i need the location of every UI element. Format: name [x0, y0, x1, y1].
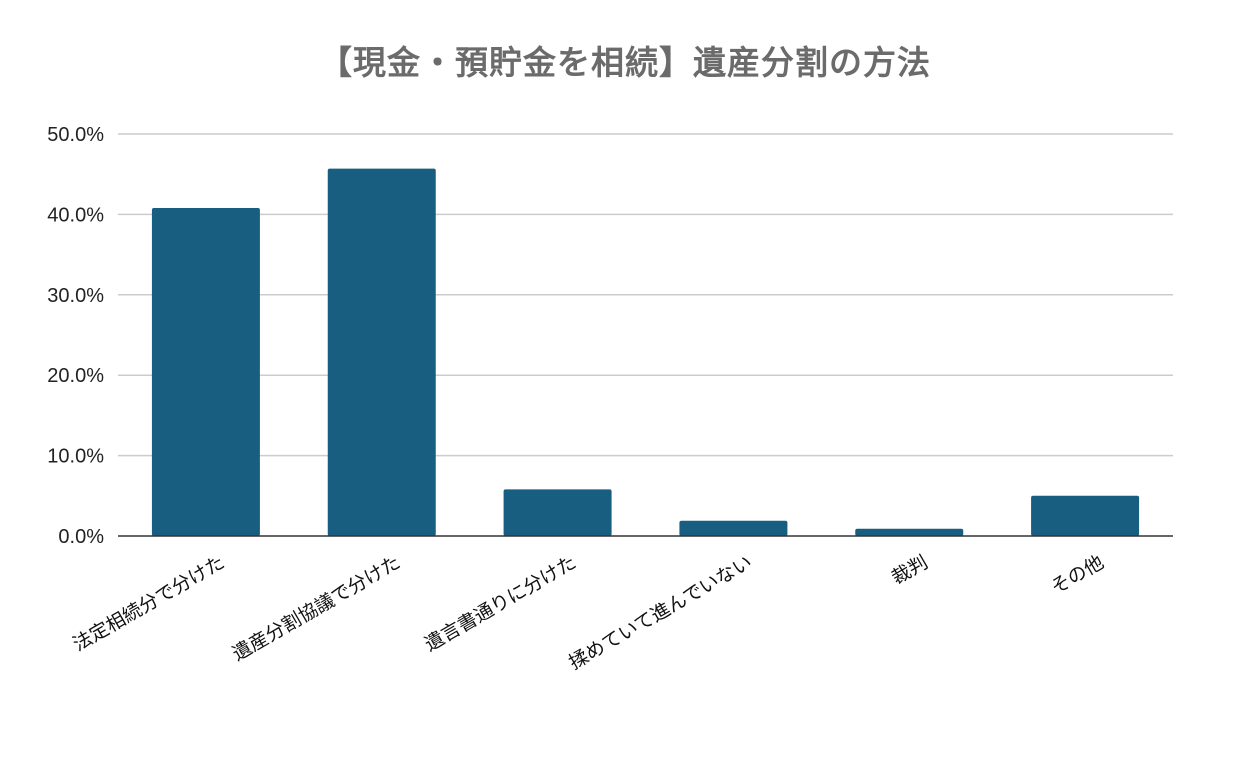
x-category-label: 揉めていて進んでいない	[565, 551, 756, 674]
gridlines	[118, 133, 1173, 457]
y-tick-label: 30.0%	[47, 285, 104, 307]
y-tick-label: 40.0%	[47, 204, 104, 226]
y-tick-label: 10.0%	[47, 446, 104, 468]
bar	[503, 489, 612, 536]
bar	[1031, 495, 1140, 536]
y-tick-label: 20.0%	[47, 365, 104, 387]
y-tick-label: 50.0%	[47, 124, 104, 146]
x-category-label: 遺産分割協議で分けた	[229, 551, 405, 665]
bar	[679, 520, 788, 536]
bar	[151, 207, 260, 536]
chart-title: 【現金・預貯金を相続】遺産分割の方法	[319, 43, 931, 82]
x-category-label: その他	[1047, 551, 1107, 599]
y-tick-label: 0.0%	[58, 526, 104, 548]
x-category-label: 法定相続分で分けた	[69, 551, 228, 656]
bars	[151, 168, 1140, 536]
bar	[855, 528, 964, 536]
x-category-label: 裁判	[888, 551, 932, 589]
bar	[327, 168, 436, 536]
y-tick-labels: 0.0% 10.0% 20.0% 30.0% 40.0% 50.0%	[47, 124, 104, 548]
x-category-label: 遺言書通りに分けた	[421, 551, 580, 656]
